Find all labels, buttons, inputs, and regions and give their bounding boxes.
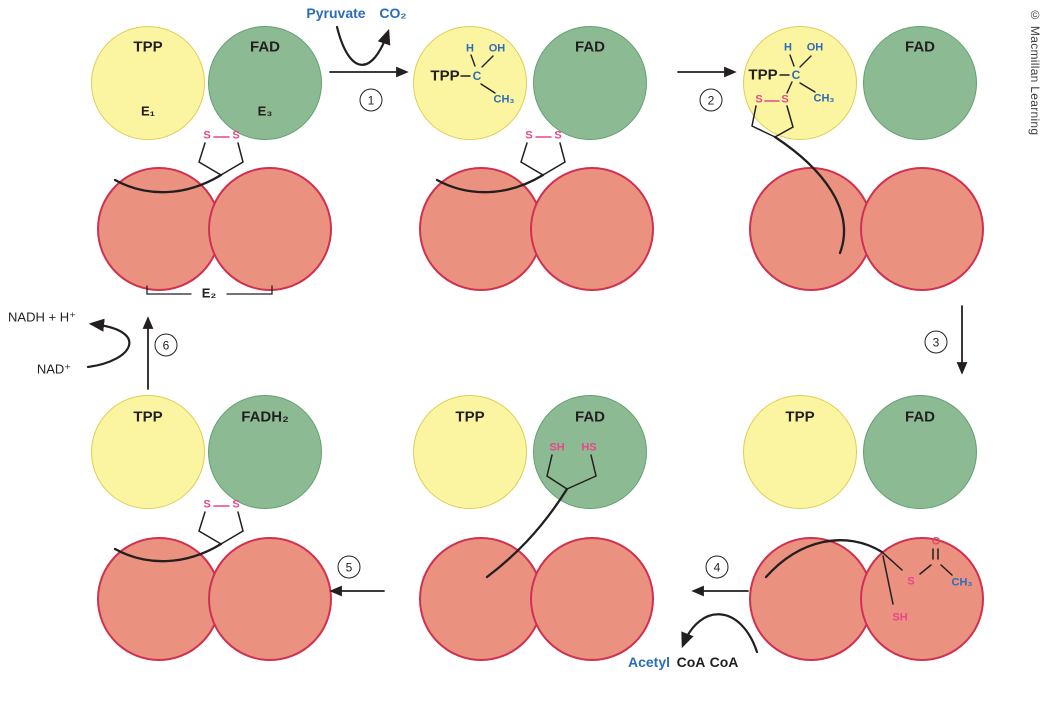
acetyl-label: Acetyl (627, 654, 671, 670)
hydrogen-label-state2: H (466, 42, 474, 55)
e1-label-state1: E₁ (140, 103, 156, 119)
step-1-badge: 1 (359, 88, 383, 112)
tpp-label-state4: TPP (785, 408, 815, 426)
e2-core-left-state6 (97, 537, 221, 661)
tpp-label-state1: TPP (133, 38, 163, 56)
e2-core-right-state4 (860, 537, 984, 661)
thiol-label-state5-left: SH (549, 441, 565, 454)
ring-bonds-state1 (198, 142, 244, 176)
nadh-label: NADH + H⁺ (8, 309, 76, 325)
step-1-number: 1 (367, 93, 375, 107)
sulfur-label-state2-right: S (554, 129, 562, 142)
step-6-badge: 6 (154, 333, 178, 357)
e2-core-left-state1 (97, 167, 221, 291)
step-4-number: 4 (713, 560, 721, 574)
nad-nadh-curved-arrow (86, 318, 131, 369)
fadh2-label-state6: FADH₂ (241, 408, 289, 426)
step-3-badge: 3 (924, 330, 948, 354)
fad-label-state5: FAD (575, 408, 605, 426)
fadh2-circle-state6 (208, 395, 322, 509)
methyl-label-state3: CH₃ (813, 92, 835, 105)
ring-bonds-state6 (198, 511, 244, 545)
e2-core-right-state1 (208, 167, 332, 291)
pyruvate-label: Pyruvate (306, 5, 366, 21)
e2-core-right-state3 (860, 167, 984, 291)
step-6-number: 6 (162, 338, 170, 352)
tpp-label-state2: TPP (430, 67, 460, 85)
tpp-label-state5: TPP (455, 408, 485, 426)
tpp-circle-state4 (743, 395, 857, 509)
step-4-badge: 4 (705, 555, 729, 579)
e3-label-state1: E₃ (257, 103, 273, 119)
e2-core-right-state6 (208, 537, 332, 661)
sulfur-label-state3-right: S (781, 93, 789, 106)
hydrogen-label-state3: H (784, 41, 792, 54)
nad-label: NAD⁺ (36, 361, 72, 377)
e2-core-right-state5 (530, 537, 654, 661)
step-5-number: 5 (345, 560, 353, 574)
thiol-label-state4: SH (892, 611, 908, 624)
e2-core-left-state3 (749, 167, 873, 291)
fad-label-state3: FAD (905, 38, 935, 56)
hydroxyl-label-state2: OH (488, 42, 506, 55)
tpp-label-state6: TPP (133, 408, 163, 426)
e2-core-right-state2 (530, 167, 654, 291)
fad-circle-state4 (863, 395, 977, 509)
sulfur-label-state6-right: S (232, 498, 240, 511)
methyl-label-state2: CH₃ (493, 93, 515, 106)
fad-circle-state2 (533, 26, 647, 140)
copyright-credit: © Macmillan Learning (1028, 8, 1042, 136)
e2-core-left-state4 (749, 537, 873, 661)
co2-label: CO₂ (379, 5, 407, 21)
fad-label-state1: FAD (250, 38, 280, 56)
step-2-badge: 2 (699, 88, 723, 112)
fad-circle-state1 (208, 26, 322, 140)
fad-label-state2: FAD (575, 38, 605, 56)
step-5-badge: 5 (337, 555, 361, 579)
tpp-label-state3: TPP (748, 66, 778, 84)
sulfur-label-state2-left: S (525, 129, 533, 142)
pyruvate-co2-curved-arrow (335, 25, 391, 66)
coa-product-label: CoA (676, 654, 706, 670)
tpp-circle-state1 (91, 26, 205, 140)
step-3-number: 3 (932, 335, 940, 349)
step-2-number: 2 (707, 93, 715, 107)
hydroxyl-label-state3: OH (806, 41, 824, 54)
fad-circle-state3 (863, 26, 977, 140)
sulfur-label-state6-left: S (203, 498, 211, 511)
e2-label: E₂ (201, 285, 217, 301)
e2-core-left-state2 (419, 167, 543, 291)
methyl-label-state4: CH₃ (951, 576, 973, 589)
e2-core-left-state5 (419, 537, 543, 661)
thiol-label-state5-right: HS (581, 441, 597, 454)
coa-substrate-label: CoA (709, 654, 739, 670)
sulfur-label-state1-left: S (203, 129, 211, 142)
carbon-label-state2: C (472, 69, 482, 83)
coa-acetylcoa-curved-arrow (681, 613, 759, 654)
carbon-label-state3: C (791, 68, 801, 82)
sulfur-label-state3-left: S (755, 93, 763, 106)
tpp-circle-state6 (91, 395, 205, 509)
fad-label-state4: FAD (905, 408, 935, 426)
sulfur-label-state1-right: S (232, 129, 240, 142)
oxygen-label-state4: O (931, 535, 941, 548)
ring-bonds-state2 (520, 142, 566, 176)
sulfur-label-state4: S (907, 575, 915, 588)
